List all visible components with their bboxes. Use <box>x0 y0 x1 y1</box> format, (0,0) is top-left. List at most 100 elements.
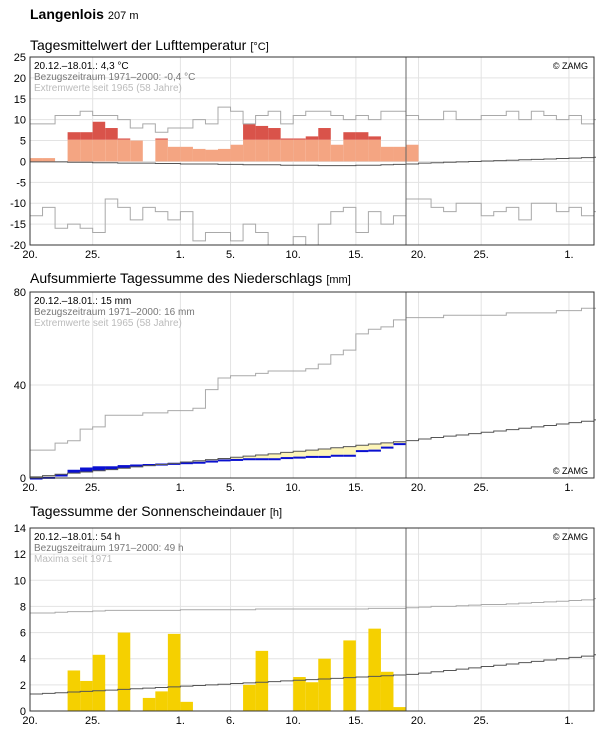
x-tick-label: 1. <box>176 715 185 727</box>
temperature-bar <box>280 139 294 162</box>
temperature-bar <box>330 144 344 162</box>
precip-deficit-area <box>230 457 244 459</box>
precip-cumulative-bar <box>205 460 218 463</box>
precip-surplus-area <box>92 466 106 471</box>
y-tick-label: -15 <box>10 219 26 231</box>
y-tick-label: 40 <box>14 380 26 392</box>
precip-cumulative-bar <box>343 454 356 457</box>
x-tick-label: 10. <box>286 482 301 494</box>
panel-title-text: Aufsummierte Tagessumme des Niederschlag… <box>30 270 323 286</box>
precip-cumulative-bar <box>105 466 118 469</box>
temperature-bar <box>268 128 281 140</box>
precip-deficit-area <box>355 445 369 451</box>
panel-unit: [h] <box>269 507 283 519</box>
x-tick-label: 20. <box>22 482 37 494</box>
y-tick-label: -5 <box>16 177 26 189</box>
temperature-bar <box>255 139 269 162</box>
copyright-label: © ZAMG <box>553 466 588 476</box>
y-tick-label: 2 <box>20 680 26 692</box>
precip-deficit-area <box>293 451 306 457</box>
station-elevation: 207 m <box>107 10 139 22</box>
x-tick-label: 1. <box>564 715 573 727</box>
y-tick-label: 10 <box>14 575 26 587</box>
panel-title: Tagessumme der Sonnenscheindauer [h] <box>30 503 282 519</box>
temperature-bar <box>343 139 356 162</box>
temperature-bar <box>243 123 256 140</box>
precip-cumulative-bar <box>167 462 181 465</box>
temperature-bar <box>155 138 168 140</box>
temperature-bar <box>268 139 281 162</box>
x-tick-label: 1. <box>176 249 185 261</box>
temperature-bar <box>255 125 269 140</box>
x-tick-label: 20. <box>22 249 37 261</box>
info-line: Extremwerte seit 1965 (58 Jahre) <box>34 83 182 94</box>
precip-cumulative-bar <box>180 462 193 465</box>
panel-title: Tagesmittelwert der Lufttemperatur [°C] <box>30 37 269 53</box>
sunshine-bar <box>67 670 81 711</box>
sunshine-bar <box>343 640 356 711</box>
x-tick-label: 10. <box>286 249 301 261</box>
y-tick-label: 0 <box>20 706 26 718</box>
precip-cumulative-bar <box>243 458 256 461</box>
x-tick-label: 25. <box>474 249 489 261</box>
temperature-bar <box>80 132 93 140</box>
precip-deficit-area <box>305 450 319 456</box>
plot-frame <box>29 291 595 479</box>
temperature-bar <box>155 139 168 162</box>
y-tick-label: 12 <box>14 549 26 561</box>
temperature-bar <box>130 140 143 162</box>
station-heading: Langenlois 207 m <box>30 6 138 22</box>
precip-cumulative-bar <box>67 469 81 472</box>
precip-cumulative-bar <box>55 474 68 477</box>
sunshine-bar <box>92 654 106 711</box>
precip-cumulative-bar <box>142 464 156 467</box>
reference-line <box>30 654 596 695</box>
precip-deficit-area <box>268 453 281 459</box>
temperature-bar <box>305 139 319 162</box>
x-tick-label: 20. <box>411 482 426 494</box>
precip-cumulative-bar <box>130 464 143 467</box>
sunshine-bar <box>142 697 156 711</box>
x-tick-label: 10. <box>286 715 301 727</box>
temperature-bar <box>355 132 369 140</box>
temperature-bar <box>293 139 306 162</box>
panel-unit: [°C] <box>250 41 269 53</box>
precip-deficit-area <box>380 442 394 447</box>
temperature-bar <box>318 128 331 140</box>
temperature-bar <box>80 139 93 162</box>
precip-cumulative-bar <box>117 465 131 468</box>
temperature-bar <box>30 158 43 162</box>
temperature-bar <box>180 146 193 162</box>
temperature-bar <box>205 149 218 162</box>
info-line: 20.12.–18.01.: 4,3 °C <box>34 61 129 72</box>
x-tick-label: 25. <box>474 715 489 727</box>
y-tick-label: -10 <box>10 198 26 210</box>
temperature-bar <box>117 139 131 162</box>
temperature-bar <box>305 136 319 140</box>
temperature-bar <box>105 128 118 140</box>
y-tick-label: 25 <box>14 52 26 64</box>
x-tick-label: 5. <box>226 249 235 261</box>
temperature-bar <box>218 148 231 162</box>
copyright-label: © ZAMG <box>553 61 588 71</box>
precip-deficit-area <box>393 441 406 444</box>
sunshine-bar <box>380 671 394 711</box>
precip-deficit-area <box>343 446 356 455</box>
precip-cumulative-bar <box>30 477 43 480</box>
precip-cumulative-bar <box>268 458 281 461</box>
precip-deficit-area <box>243 456 256 459</box>
precip-deficit-area <box>318 448 331 456</box>
temperature-bar <box>167 146 181 162</box>
precip-cumulative-bar <box>393 443 406 446</box>
precip-cumulative-bar <box>255 458 269 461</box>
precip-cumulative-bar <box>92 466 106 469</box>
precip-cumulative-bar <box>318 455 331 458</box>
precip-cumulative-bar <box>380 446 394 449</box>
sunshine-bar <box>180 701 193 711</box>
sunshine-bar <box>293 677 306 711</box>
panel-unit: [mm] <box>326 274 351 286</box>
precip-deficit-area <box>330 447 344 455</box>
plot-frame <box>29 56 595 246</box>
temperature-bar <box>67 139 81 162</box>
